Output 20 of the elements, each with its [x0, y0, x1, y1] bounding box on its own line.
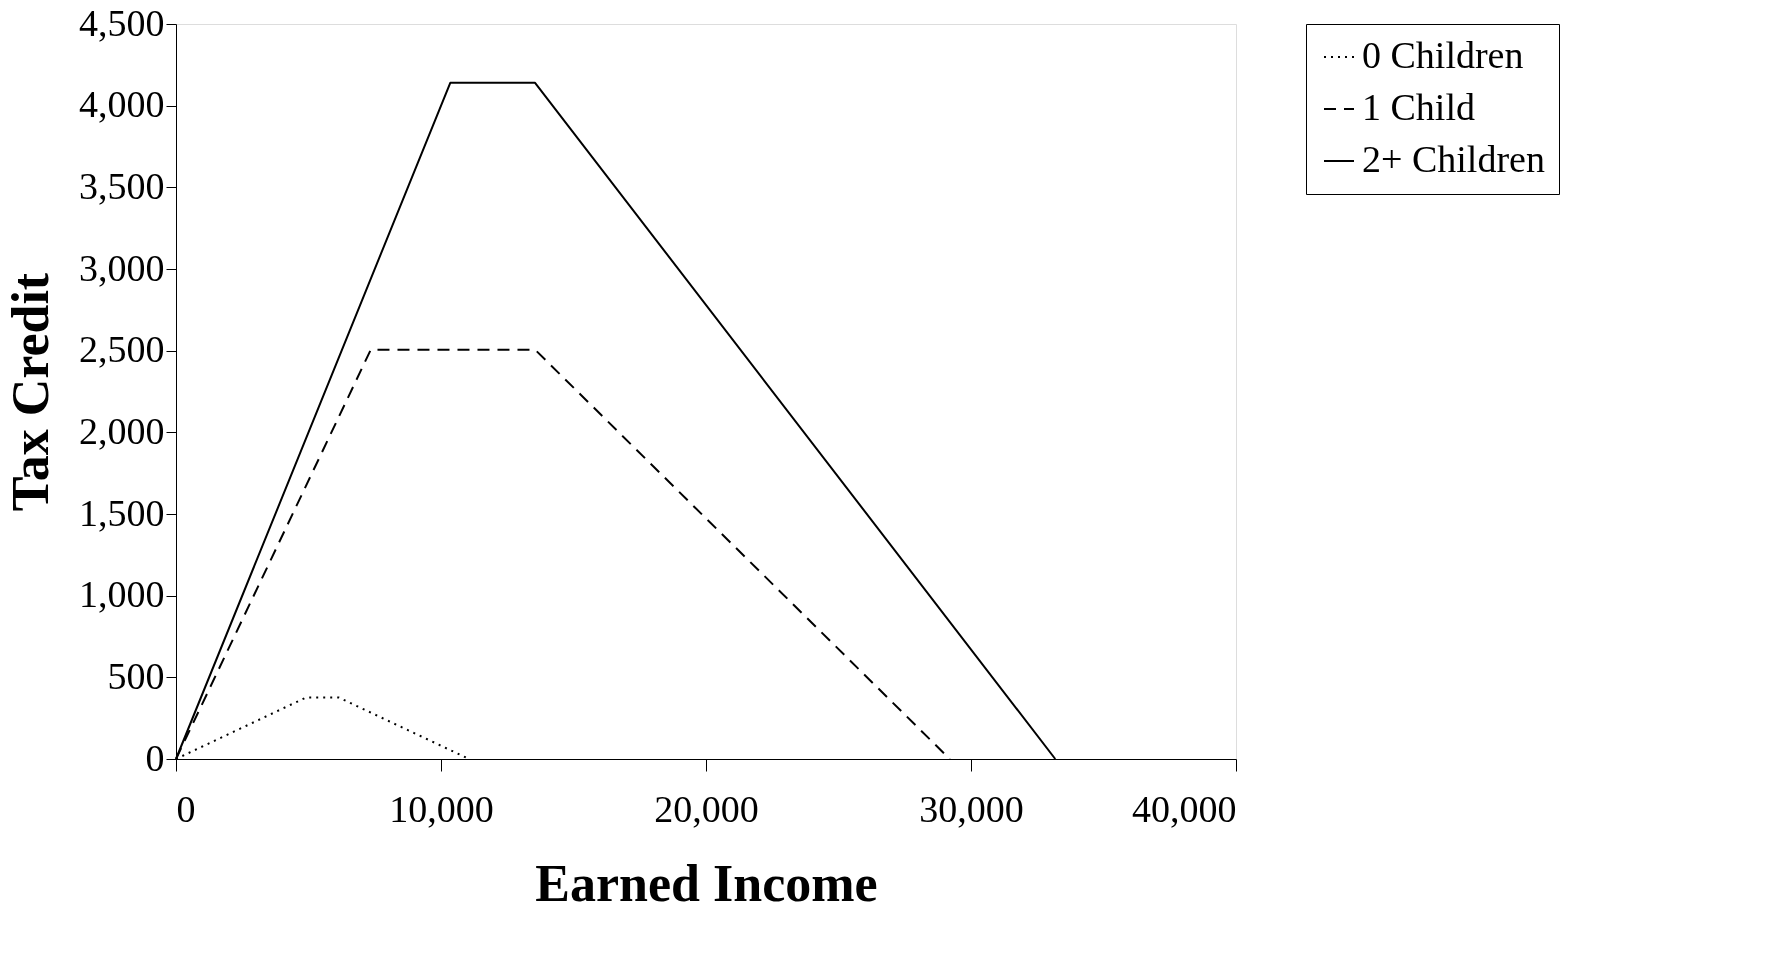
legend-label: 2+ Children: [1362, 138, 1545, 180]
y-tick-label: 1,000: [79, 573, 165, 616]
x-tick-label: 40,000: [1132, 787, 1237, 830]
legend-label: 0 Children: [1362, 34, 1524, 76]
y-tick-label: 4,000: [79, 83, 165, 126]
y-tick-label: 2,500: [79, 328, 165, 371]
x-axis-title: Earned Income: [535, 854, 878, 912]
x-tick-label: 0: [176, 787, 196, 830]
y-tick-label: 500: [107, 654, 165, 697]
x-tick-label: 20,000: [654, 787, 759, 830]
legend-label: 1 Child: [1362, 86, 1475, 128]
x-tick-label: 30,000: [919, 787, 1024, 830]
y-tick-label: 2,000: [79, 409, 165, 452]
y-tick-label: 0: [145, 736, 165, 779]
y-tick-label: 3,000: [79, 246, 165, 289]
y-axis-title: Tax Credit: [2, 272, 59, 512]
y-tick-label: 1,500: [79, 491, 165, 534]
x-tick-label: 10,000: [389, 787, 494, 830]
y-tick-label: 3,500: [79, 164, 165, 207]
y-tick-label: 4,500: [79, 1, 165, 44]
